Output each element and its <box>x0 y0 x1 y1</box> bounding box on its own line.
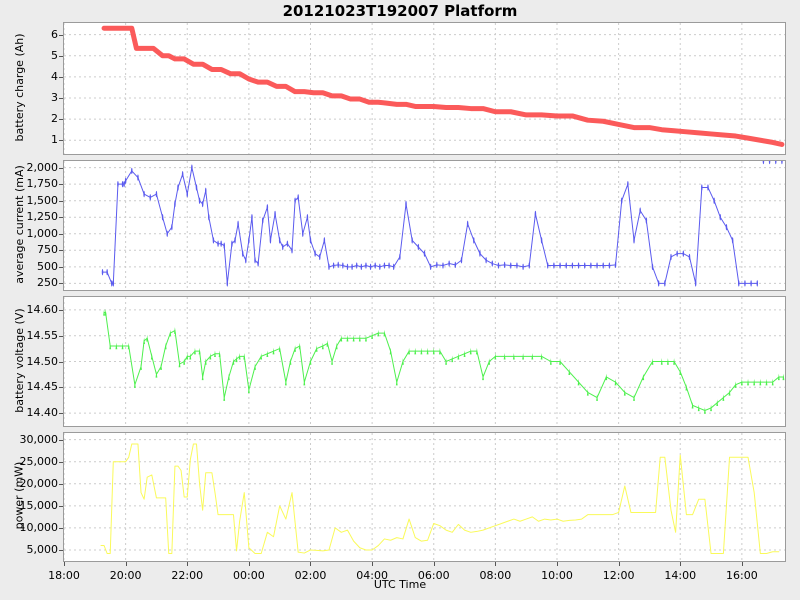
y-tick-label-battery-voltage-2: 14.50 <box>26 354 59 368</box>
y-tick-mark <box>59 34 63 36</box>
x-tick-label-4: 02:00 <box>294 569 327 582</box>
y-tick-mark <box>59 483 63 485</box>
x-tick-label-7: 08:00 <box>479 569 512 582</box>
x-tick-label-9: 12:00 <box>602 569 635 582</box>
y-tick-mark <box>59 361 63 363</box>
y-tick-label-battery-charge-2: 3 <box>51 91 58 104</box>
y-tick-mark <box>59 413 63 415</box>
x-tick-mark <box>125 562 127 566</box>
y-tick-label-power-2: 15,000 <box>19 498 59 512</box>
plot-panel-battery-voltage <box>63 296 786 427</box>
y-tick-mark <box>59 439 63 441</box>
x-tick-mark <box>618 562 620 566</box>
x-tick-mark <box>310 562 312 566</box>
y-tick-label-average-current-0: 250 <box>37 276 58 290</box>
y-tick-label-battery-charge-3: 4 <box>51 69 58 83</box>
y-tick-mark <box>59 184 63 186</box>
y-tick-mark <box>59 461 63 463</box>
y-tick-label-average-current-6: 1,750 <box>26 177 59 191</box>
y-tick-mark <box>59 55 63 57</box>
y-tick-label-average-current-3: 1,000 <box>26 226 59 240</box>
y-tick-mark <box>59 167 63 169</box>
x-tick-mark <box>741 562 743 566</box>
y-tick-mark <box>59 283 63 285</box>
y-tick-mark <box>59 76 63 78</box>
x-tick-label-2: 22:00 <box>171 569 204 582</box>
y-tick-label-power-3: 20,000 <box>19 476 59 490</box>
y-tick-label-battery-charge-0: 1 <box>51 133 58 147</box>
y-tick-mark <box>59 98 63 99</box>
y-tick-mark <box>59 200 63 202</box>
y-tick-mark <box>59 266 63 268</box>
x-tick-mark <box>187 562 189 566</box>
y-tick-label-average-current-5: 1,500 <box>26 193 59 207</box>
y-tick-mark <box>59 140 63 142</box>
y-tick-label-battery-voltage-3: 14.55 <box>26 328 59 342</box>
y-tick-label-average-current-4: 1,250 <box>26 210 59 224</box>
y-tick-label-average-current-7: 2,000 <box>26 160 59 174</box>
x-tick-mark <box>248 562 250 566</box>
y-tick-mark <box>59 335 63 337</box>
plot-panel-battery-charge <box>63 22 786 155</box>
y-tick-label-power-5: 30,000 <box>19 432 59 446</box>
y-axis-title-power: power (mW) <box>12 461 26 530</box>
y-tick-label-battery-charge-4: 5 <box>51 48 58 62</box>
y-tick-label-battery-voltage-0: 14.40 <box>26 406 59 420</box>
y-tick-label-battery-charge-5: 6 <box>51 27 58 41</box>
y-tick-label-battery-voltage-4: 14.60 <box>26 302 59 316</box>
y-tick-mark <box>59 527 63 529</box>
page-title: 20121023T192007 Platform <box>282 2 518 20</box>
y-tick-mark <box>59 505 63 507</box>
y-axis-title-average-current: average current (mA) <box>12 164 26 284</box>
y-axis-title-battery-voltage: battery voltage (V) <box>12 307 26 413</box>
x-tick-label-10: 14:00 <box>664 569 697 582</box>
plot-panel-power <box>63 432 786 562</box>
y-tick-mark <box>59 233 63 235</box>
y-tick-label-power-4: 25,000 <box>19 454 59 468</box>
y-tick-label-battery-voltage-1: 14.45 <box>26 380 59 394</box>
x-tick-mark <box>556 562 558 566</box>
y-tick-mark <box>59 549 63 551</box>
y-tick-label-battery-charge-1: 2 <box>51 112 58 126</box>
y-tick-label-average-current-1: 500 <box>37 259 58 273</box>
plot-panel-average-current <box>63 160 786 291</box>
x-tick-mark <box>433 562 435 566</box>
x-tick-mark <box>372 562 374 566</box>
y-tick-mark <box>59 309 63 311</box>
x-tick-mark <box>64 562 65 566</box>
x-tick-mark <box>495 562 497 566</box>
x-tick-label-1: 20:00 <box>109 569 142 582</box>
y-axis-title-battery-charge: battery charge (Ah) <box>12 32 26 142</box>
x-tick-label-3: 00:00 <box>233 569 265 582</box>
y-tick-label-power-0: 5,000 <box>26 542 59 556</box>
y-tick-mark <box>59 119 63 121</box>
y-tick-label-power-1: 10,000 <box>19 520 59 534</box>
x-tick-mark <box>680 562 682 566</box>
x-tick-label-5: 04:00 <box>356 569 388 582</box>
x-tick-label-0: 18:00 <box>48 569 80 582</box>
y-tick-mark <box>59 217 63 219</box>
y-tick-mark <box>59 387 63 389</box>
y-tick-label-average-current-2: 750 <box>37 243 58 257</box>
y-tick-mark <box>59 250 63 252</box>
x-tick-label-8: 10:00 <box>541 569 573 582</box>
x-tick-label-6: 06:00 <box>417 569 450 582</box>
x-axis-title: UTC Time <box>373 578 427 591</box>
x-tick-label-11: 16:00 <box>726 569 758 582</box>
